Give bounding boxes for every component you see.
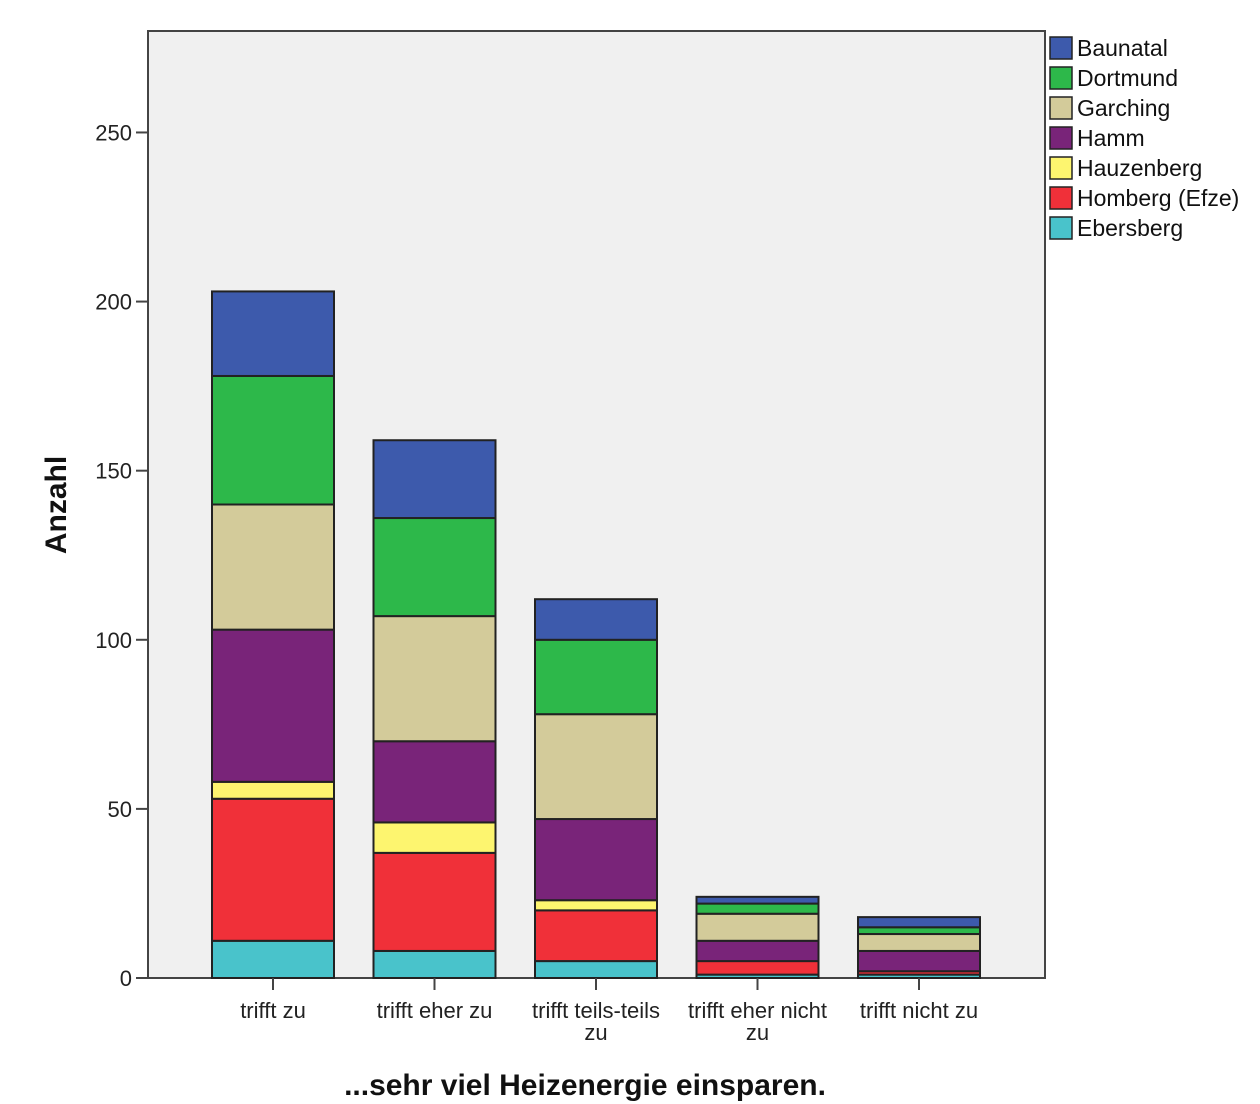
bar-segment: [372, 740, 497, 824]
bar-segment: [534, 960, 658, 980]
bar-segment: [534, 598, 658, 641]
x-tick-label: zu: [584, 1020, 607, 1045]
y-axis: 0 50 100 150 200 250: [95, 120, 148, 991]
legend-swatch: [1049, 36, 1073, 60]
x-tick-label: trifft teils-teils: [532, 998, 660, 1023]
y-axis-title: Anzahl: [40, 456, 73, 554]
x-axis: trifft zu trifft eher zu trifft teils-teil…: [240, 978, 978, 1045]
legend-label: Ebersberg: [1077, 215, 1183, 241]
bar-segment: [372, 439, 497, 520]
bar-segment: [372, 517, 497, 618]
legend-label: Baunatal: [1077, 35, 1168, 61]
bar-segment: [534, 713, 658, 821]
legend-label: Dortmund: [1077, 65, 1178, 91]
legend-swatch: [1049, 66, 1073, 90]
y-tick-label: 250: [95, 120, 132, 145]
bar-segment: [211, 290, 335, 377]
bar-segment: [857, 949, 981, 973]
bar-segment: [534, 909, 658, 963]
bar-segment: [695, 895, 820, 905]
legend-swatch: [1049, 156, 1073, 180]
legend-swatch: [1049, 216, 1073, 240]
bar-segment: [211, 503, 335, 631]
bar-segment: [857, 933, 981, 952]
bar-segment: [534, 818, 658, 902]
x-tick-label: zu: [746, 1020, 769, 1045]
bar-segment: [211, 374, 335, 506]
legend: Baunatal Dortmund Garching Hamm Hauzenberg Ho…: [1049, 35, 1239, 241]
legend-label: Hamm: [1077, 125, 1145, 151]
bar-segment: [211, 797, 335, 942]
legend-label: Hauzenberg: [1077, 155, 1202, 181]
bars: [211, 290, 981, 980]
y-tick-label: 100: [95, 628, 132, 653]
y-tick-label: 50: [108, 797, 132, 822]
x-tick-label: trifft nicht zu: [860, 998, 978, 1023]
legend-label: Garching: [1077, 95, 1170, 121]
legend-swatch: [1049, 126, 1073, 150]
bar-segment: [857, 926, 981, 936]
bar-segment: [211, 780, 335, 800]
y-tick-label: 0: [120, 966, 132, 991]
bar-segment: [372, 851, 497, 952]
legend-swatch: [1049, 96, 1073, 120]
legend-label: Homberg (Efze): [1077, 185, 1239, 211]
bar-segment: [372, 821, 497, 854]
x-tick-label: trifft eher nicht: [688, 998, 827, 1023]
bar-segment: [211, 628, 335, 783]
bar-segment: [695, 902, 820, 915]
y-tick-label: 150: [95, 459, 132, 484]
x-axis-title: ...sehr viel Heizenergie einsparen.: [344, 1069, 826, 1102]
bar-segment: [695, 912, 820, 942]
bar-segment: [372, 615, 497, 743]
bar-segment: [695, 939, 820, 963]
bar-segment: [372, 949, 497, 980]
bar-segment: [211, 939, 335, 980]
y-tick-label: 200: [95, 290, 132, 315]
bar-segment: [857, 916, 981, 929]
x-tick-label: trifft zu: [240, 998, 306, 1023]
bar-segment: [695, 960, 820, 976]
legend-swatch: [1049, 186, 1073, 210]
bar-segment: [534, 899, 658, 912]
x-tick-label: trifft eher zu: [377, 998, 493, 1023]
bar-segment: [534, 638, 658, 716]
